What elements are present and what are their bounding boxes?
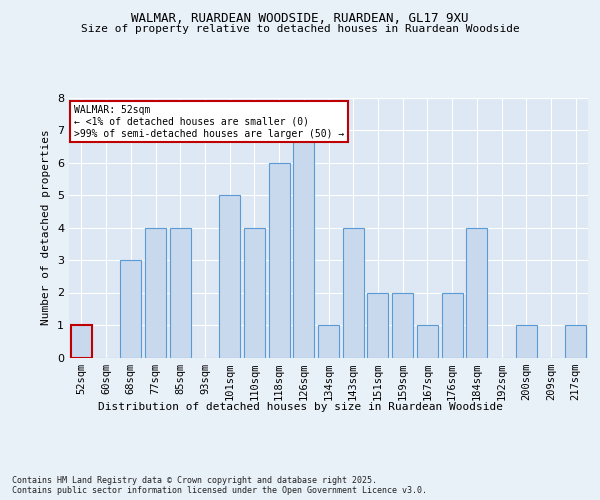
Text: WALMAR: 52sqm
← <1% of detached houses are smaller (0)
>99% of semi-detached hou: WALMAR: 52sqm ← <1% of detached houses a… [74, 106, 344, 138]
Bar [318, 325, 339, 358]
Bar [71, 325, 92, 358]
Bar [269, 162, 290, 358]
Text: Size of property relative to detached houses in Ruardean Woodside: Size of property relative to detached ho… [80, 24, 520, 34]
Bar [120, 260, 141, 358]
Text: Distribution of detached houses by size in Ruardean Woodside: Distribution of detached houses by size … [97, 402, 503, 412]
Bar [392, 292, 413, 358]
Bar [417, 325, 438, 358]
Bar [145, 228, 166, 358]
Text: WALMAR, RUARDEAN WOODSIDE, RUARDEAN, GL17 9XU: WALMAR, RUARDEAN WOODSIDE, RUARDEAN, GL1… [131, 12, 469, 26]
Bar [244, 228, 265, 358]
Bar [293, 130, 314, 358]
Bar [565, 325, 586, 358]
Text: Contains HM Land Registry data © Crown copyright and database right 2025.
Contai: Contains HM Land Registry data © Crown c… [12, 476, 427, 495]
Bar [516, 325, 537, 358]
Bar [219, 195, 240, 358]
Bar [170, 228, 191, 358]
Bar [343, 228, 364, 358]
Y-axis label: Number of detached properties: Number of detached properties [41, 130, 52, 326]
Bar [367, 292, 388, 358]
Bar [442, 292, 463, 358]
Bar [466, 228, 487, 358]
